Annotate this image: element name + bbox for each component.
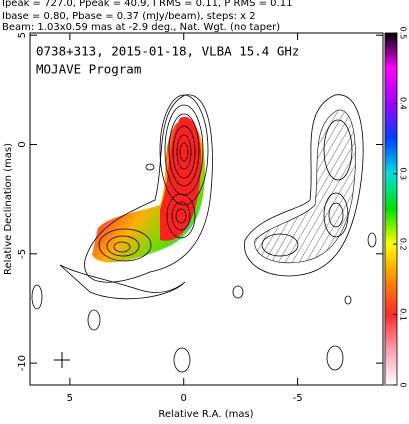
header-line: Ipeak = 727.0, Ppeak = 40.9, I RMS = 0.1… — [2, 0, 292, 9]
y-axis-label: Relative Declination (mas) — [3, 143, 14, 275]
colorbar-tick-label: 0.3 — [399, 167, 408, 180]
header-line: Beam: 1.03x0.59 mas at -2.9 deg., Nat. W… — [2, 22, 280, 33]
x-tick-label: 5 — [67, 393, 73, 404]
map-right — [244, 94, 377, 371]
chart-title: 0738+313, 2015-01-18, VLBA 15.4 GHz — [36, 44, 299, 59]
map-left — [31, 94, 244, 373]
colorbar-tick-label: 0.4 — [399, 97, 408, 110]
header-line: Ibase = 0.80, Pbase = 0.37 (mJy/beam), s… — [2, 11, 256, 22]
colorbar-tick-label: 0.2 — [399, 238, 408, 251]
y-tick-label: -5 — [17, 249, 28, 259]
x-tick-label: -5 — [293, 393, 303, 404]
colorbar-tick-label: 0.5 — [399, 27, 408, 40]
x-tick-label: 0 — [181, 393, 187, 404]
y-tick-label: -10 — [17, 355, 28, 371]
colorbar-tick-label: 0.1 — [399, 308, 408, 321]
colorbar-tick-label: 0 — [399, 382, 408, 387]
y-tick-label: 5 — [17, 32, 28, 38]
chart-subtitle: MOJAVE Program — [36, 62, 141, 77]
x-axis-label: Relative R.A. (mas) — [158, 409, 253, 420]
colorbar — [384, 32, 398, 386]
plot-frame — [29, 32, 384, 386]
y-tick-label: 0 — [17, 141, 28, 147]
